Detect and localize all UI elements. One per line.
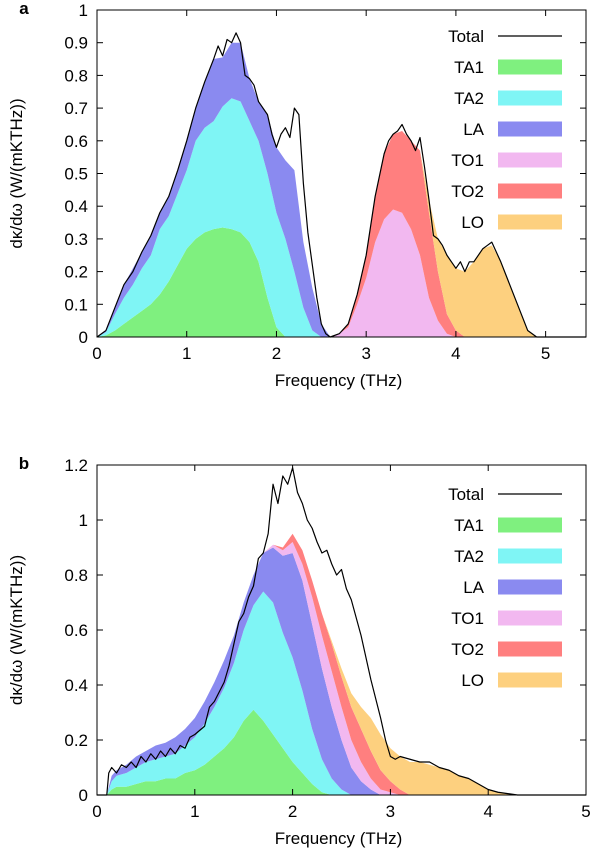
legend-label: TA2 (454, 547, 484, 566)
legend-label: LA (463, 120, 484, 139)
x-tick-label: 3 (386, 802, 395, 821)
x-tick-label: 2 (272, 344, 281, 363)
panel-b-chart: 0 1 2 3 4 5 0 0.2 0.4 0.6 0.8 1 1.2 Frequency (THz) dκ… (7, 454, 591, 848)
legend-label: TA2 (454, 89, 484, 108)
y-tick-label: 0.7 (64, 99, 88, 118)
legend-swatch-to1 (498, 152, 562, 168)
y-tick-label: 0.4 (64, 197, 88, 216)
x-tick-label: 5 (581, 802, 590, 821)
y-tick-label: 0.5 (64, 165, 88, 184)
legend-label: TO2 (451, 640, 484, 659)
legend-swatch-to2 (498, 183, 562, 199)
area-ta1 (97, 709, 586, 795)
x-tick-label: 0 (92, 344, 101, 363)
legend-swatch-ta2 (498, 90, 562, 106)
legend-swatch-to1 (498, 610, 562, 626)
x-tick-label: 2 (288, 802, 297, 821)
y-tick-label: 0.1 (64, 295, 88, 314)
legend-label: TO1 (451, 609, 484, 628)
legend-swatch-ta1 (498, 517, 562, 533)
y-tick-label: 0.8 (64, 66, 88, 85)
y-tick-label: 0.9 (64, 34, 88, 53)
legend-label: TA1 (454, 58, 484, 77)
y-tick-label: 0.8 (64, 566, 88, 585)
y-tick-label: 1 (79, 1, 88, 20)
y-tick-label: 0.3 (64, 230, 88, 249)
x-tick-label: 3 (361, 344, 370, 363)
panel-label: b (19, 454, 29, 473)
x-tick-label: 5 (541, 344, 550, 363)
x-axis-label: Frequency (THz) (275, 829, 403, 848)
x-axis-label: Frequency (THz) (275, 371, 403, 390)
area-ta1 (97, 227, 586, 337)
legend-label: LO (461, 671, 484, 690)
legend-swatch-lo (498, 672, 562, 688)
x-tick-label: 4 (483, 802, 492, 821)
legend-swatch-to2 (498, 641, 562, 657)
legend-label: TA1 (454, 516, 484, 535)
x-tick-label: 0 (92, 802, 101, 821)
area-ta2 (97, 591, 586, 795)
legend-swatch-ta1 (498, 59, 562, 75)
y-tick-label: 1 (79, 511, 88, 530)
total-line (97, 467, 586, 796)
legend-swatch-la (498, 121, 562, 137)
x-tick-label: 4 (451, 344, 460, 363)
legend-swatch-lo (498, 214, 562, 230)
y-tick-label: 0.4 (64, 676, 88, 695)
legend-label: TO1 (451, 151, 484, 170)
y-tick-label: 0.2 (64, 263, 88, 282)
legend-label: Total (448, 485, 484, 504)
panel-a-chart: 0 1 2 3 4 5 0 0.1 0.2 0.3 0.4 0.5 0.6 0.7 0.8 0.9 1 Frequ… (7, 0, 587, 390)
legend-label: LA (463, 578, 484, 597)
y-tick-label: 0.6 (64, 621, 88, 640)
x-tick-label: 1 (182, 344, 191, 363)
y-tick-label: 1.2 (64, 456, 88, 475)
legend-swatch-ta2 (498, 548, 562, 564)
area-ta2 (97, 98, 586, 337)
legend-swatch-la (498, 579, 562, 595)
legend-label: TO2 (451, 182, 484, 201)
y-tick-label: 0 (79, 786, 88, 805)
area-la (97, 547, 586, 795)
panel-label: a (19, 0, 29, 18)
total-line (96, 32, 586, 338)
y-tick-label: 0.6 (64, 132, 88, 151)
y-tick-label: 0.2 (64, 731, 88, 750)
y-tick-label: 0 (79, 328, 88, 347)
legend-label: LO (461, 213, 484, 232)
legend-label: Total (448, 27, 484, 46)
y-axis-label: dκ/dω (W/(mKTHz)) (7, 98, 26, 248)
x-tick-label: 1 (190, 802, 199, 821)
y-axis-label: dκ/dω (W/(mKTHz)) (7, 555, 26, 705)
